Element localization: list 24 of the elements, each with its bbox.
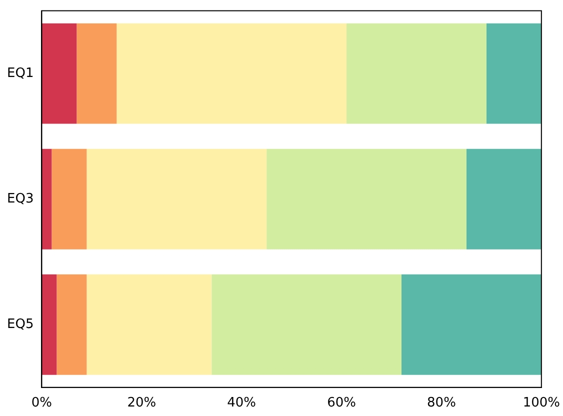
bar bbox=[346, 23, 486, 124]
x-tick-label: 80% bbox=[427, 396, 456, 411]
bar bbox=[56, 274, 87, 375]
bar bbox=[212, 274, 402, 375]
bar bbox=[42, 148, 52, 250]
x-tick-label: 60% bbox=[327, 396, 356, 411]
y-tick-label: EQ5 bbox=[7, 317, 34, 332]
bar bbox=[266, 148, 466, 250]
y-tick-label: EQ1 bbox=[7, 66, 34, 81]
bar bbox=[402, 274, 542, 375]
bar bbox=[466, 148, 542, 250]
y-tick-label: EQ3 bbox=[7, 191, 34, 206]
bar bbox=[52, 148, 87, 250]
bar bbox=[116, 23, 347, 124]
x-tick-label: 0% bbox=[31, 396, 52, 411]
bar bbox=[42, 23, 77, 124]
bar bbox=[86, 148, 267, 250]
x-tick-label: 100% bbox=[522, 396, 560, 411]
bar bbox=[42, 274, 57, 375]
bar bbox=[76, 23, 117, 124]
x-tick-label: 20% bbox=[127, 396, 156, 411]
bar bbox=[486, 23, 542, 124]
x-tick-label: 40% bbox=[227, 396, 256, 411]
bar bbox=[86, 274, 212, 375]
